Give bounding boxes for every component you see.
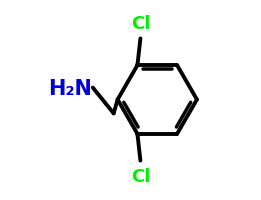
- Text: Cl: Cl: [131, 15, 150, 33]
- Text: H₂N: H₂N: [48, 78, 92, 98]
- Text: Cl: Cl: [131, 167, 150, 185]
